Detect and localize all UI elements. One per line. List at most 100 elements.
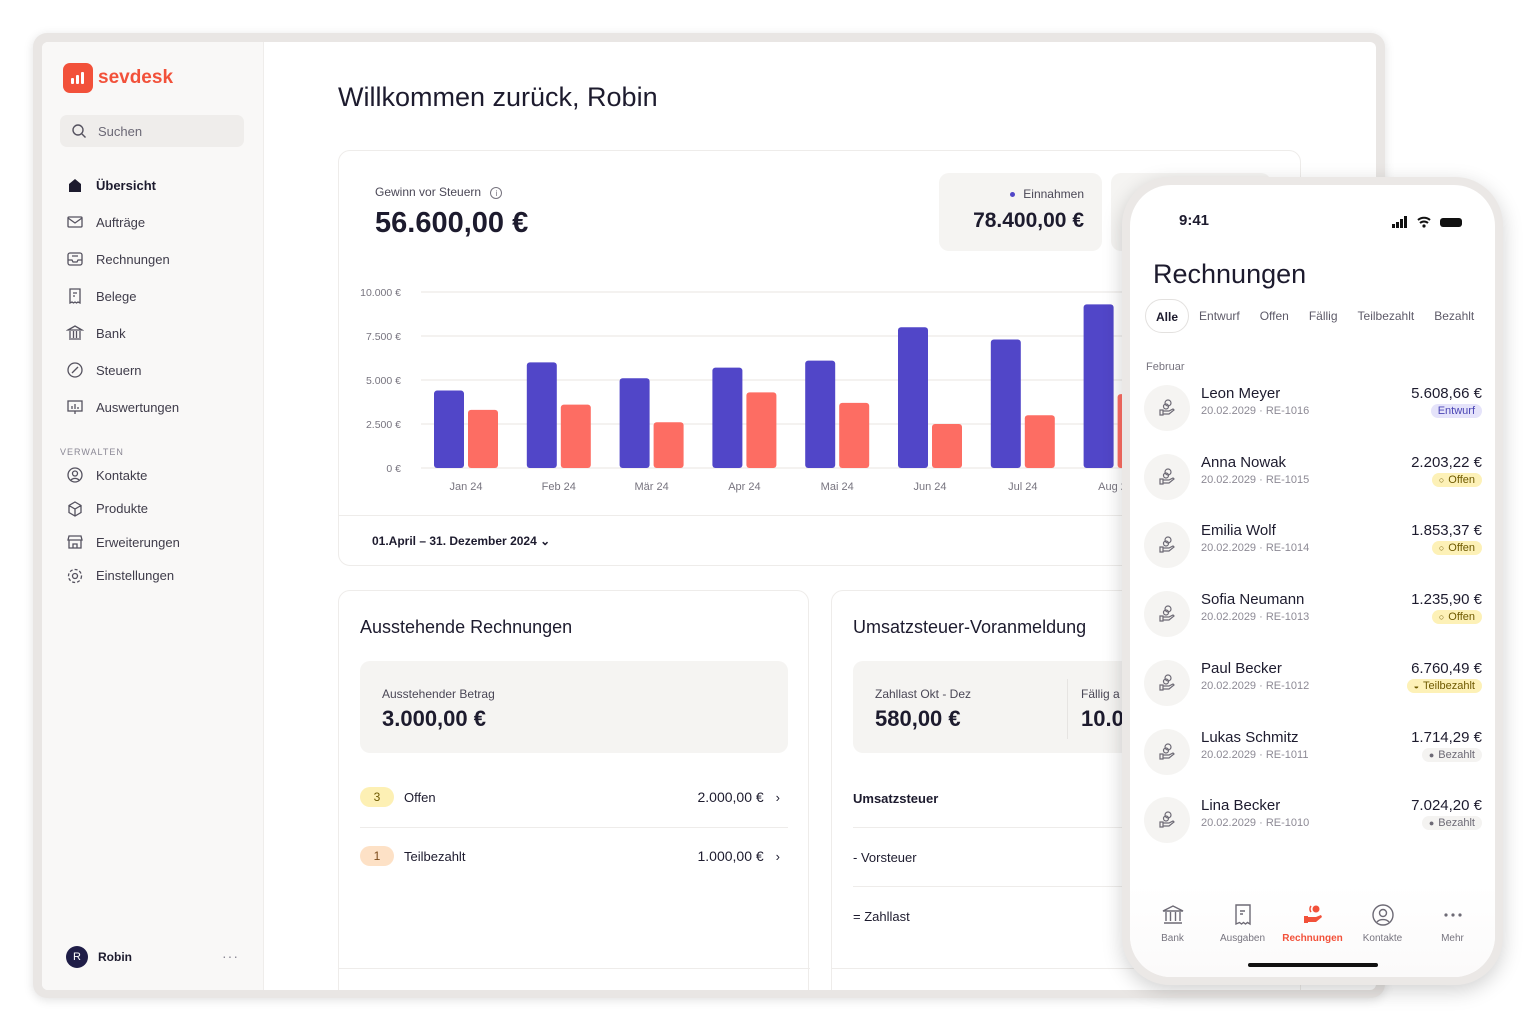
row-value: 1.000,00 € (697, 848, 764, 864)
inbox-icon (67, 252, 83, 266)
tab-teilbezahlt[interactable]: Teilbezahlt (1357, 309, 1415, 323)
user-name: Robin (98, 950, 132, 964)
phone-title: Rechnungen (1153, 259, 1307, 289)
bank-icon (1162, 905, 1183, 924)
bottom-nav-label: Rechnungen (1282, 933, 1343, 944)
phone-screen: 9:41 Rechnungen Alle Entwurf Offen Fällig Te… (1130, 185, 1495, 977)
invoice-amount: 5.608,66 € (1411, 385, 1482, 402)
sidebar-item-label: Rechnungen (96, 251, 170, 267)
bottom-nav-kontakte[interactable]: Kontakte (1346, 903, 1419, 944)
x-tick-label: Feb 24 (542, 481, 576, 493)
tab-fällig[interactable]: Fällig (1308, 309, 1338, 323)
profit-value: 56.600,00 € (375, 207, 529, 239)
sidebar-item-kontakte[interactable]: Kontakte (66, 463, 256, 487)
x-tick-label: Jan 24 (449, 481, 482, 493)
tab-bezahlt[interactable]: Bezahlt (1434, 309, 1475, 323)
customer-name: Leon Meyer (1201, 385, 1281, 402)
bottom-nav-label: Kontakte (1362, 933, 1403, 944)
chevron-down-icon: ⌄ (540, 534, 551, 548)
user-profile[interactable]: R Robin (66, 946, 246, 968)
divider (853, 827, 1281, 828)
invoice-hand-icon (1303, 905, 1322, 923)
invoice-list-item[interactable]: Emilia Wolf 20.02.2029 · RE-1014 1.853,37 … (1144, 520, 1482, 580)
x-tick-label: Mai 24 (821, 481, 854, 493)
sidebar-item-aufträge[interactable]: Aufträge (66, 210, 256, 234)
bottom-nav-ausgaben[interactable]: Ausgaben (1206, 903, 1279, 944)
invoice-meta: 20.02.2029 · RE-1010 (1201, 817, 1310, 830)
bar-einnahmen-jun-24 (898, 327, 928, 468)
invoice-avatar (1144, 728, 1190, 775)
status-dot-icon: ● (1428, 749, 1435, 760)
search-icon (72, 124, 86, 138)
bottom-nav-label: Bank (1161, 933, 1184, 944)
tab-alle[interactable]: Alle (1145, 299, 1190, 333)
sidebar-item-label: Aufträge (96, 214, 146, 230)
invoice-avatar (1144, 453, 1190, 500)
status-badge: ◒ Teilbezahlt (1406, 678, 1482, 693)
invoice-hand-icon (1159, 536, 1175, 553)
bar-ausgaben-mai-24 (839, 402, 870, 468)
divider (832, 968, 1302, 969)
x-tick-label: Mär 24 (634, 481, 668, 493)
sidebar-item-label: Bank (96, 325, 126, 341)
sidebar-item-label: Produkte (96, 501, 149, 516)
invoice-meta: 20.02.2029 · RE-1016 (1201, 405, 1310, 417)
bottom-nav-rechnungen[interactable]: Rechnungen (1276, 903, 1349, 944)
outstanding-card: Ausstehende Rechnungen Ausstehender Betr… (338, 590, 810, 990)
sidebar-item-erweiterungen[interactable]: Erweiterungen (66, 530, 256, 554)
more-icon[interactable]: ··· (222, 948, 239, 964)
info-icon[interactable]: i (490, 187, 503, 199)
search-input[interactable]: Suchen (60, 115, 244, 147)
sidebar: sevdesk Suchen Übersicht Aufträge Rechnung… (42, 42, 264, 990)
divider (339, 968, 810, 969)
bottom-nav-bank[interactable]: Bank (1136, 903, 1209, 944)
bar-ausgaben-jun-24 (932, 424, 962, 468)
bottom-nav-mehr[interactable]: Mehr (1416, 903, 1489, 944)
legend-dot (1010, 192, 1016, 198)
invoice-list-item[interactable]: Leon Meyer 20.02.2029 · RE-1016 5.608,66 €… (1144, 383, 1482, 443)
bar-einnahmen-aug-24 (1083, 304, 1114, 468)
invoice-hand-icon (1159, 605, 1175, 622)
home-indicator[interactable] (1248, 963, 1378, 967)
page-title: Willkommen zurück, Robin (338, 82, 658, 112)
bank-icon (66, 325, 84, 340)
status-badge: ○ Offen (1431, 610, 1482, 625)
chevron-right-icon: › (775, 848, 780, 864)
outstanding-kpi: Ausstehender Betrag 3.000,00 € (360, 661, 788, 753)
invoice-list-item[interactable]: Sofia Neumann 20.02.2029 · RE-1013 1.235,9… (1144, 589, 1482, 649)
outstanding-row-open[interactable]: 3 Offen 2.000,00 € › (360, 787, 780, 807)
row-value: 2.000,00 € (697, 789, 764, 805)
invoice-list-item[interactable]: Anna Nowak 20.02.2029 · RE-1015 2.203,22 €… (1144, 452, 1482, 512)
bar-ausgaben-jan-24 (468, 409, 498, 468)
invoice-list-item[interactable]: Paul Becker 20.02.2029 · RE-1012 6.760,49 … (1144, 658, 1482, 718)
sidebar-item-belege[interactable]: Belege (66, 284, 256, 308)
box-icon (68, 500, 82, 517)
divider (1067, 679, 1068, 739)
sidebar-item-übersicht[interactable]: Übersicht (66, 173, 256, 197)
bar-ausgaben-apr-24 (746, 392, 777, 468)
liability-value: 580,00 € (875, 706, 961, 731)
search-placeholder: Suchen (98, 124, 143, 139)
income-kpi[interactable]: Einnahmen 78.400,00 € (939, 173, 1102, 251)
sidebar-item-produkte[interactable]: Produkte (66, 497, 256, 521)
avatar: R (66, 946, 88, 968)
sidebar-item-rechnungen[interactable]: Rechnungen (66, 247, 256, 271)
sidebar-item-bank[interactable]: Bank (66, 321, 256, 345)
invoice-list-item[interactable]: Lina Becker 20.02.2029 · RE-1010 7.024,20 … (1144, 795, 1482, 855)
tab-offen[interactable]: Offen (1259, 309, 1289, 323)
bar-einnahmen-apr-24 (712, 367, 743, 468)
percent-icon (67, 362, 83, 378)
tab-entwurf[interactable]: Entwurf (1199, 309, 1240, 323)
sidebar-item-steuern[interactable]: Steuern (66, 358, 256, 382)
date-range-select[interactable]: 01.April – 31. Dezember 2024 ⌄ (372, 534, 551, 548)
sidebar-item-auswertungen[interactable]: Auswertungen (66, 395, 256, 419)
card-title: Umsatzsteuer-Voranmeldung (853, 617, 1087, 637)
bar-ausgaben-jul-24 (1024, 415, 1055, 468)
income-value: 78.400,00 € (973, 209, 1084, 232)
home-icon (69, 179, 81, 192)
sidebar-item-label: Auswertungen (96, 399, 180, 415)
sidebar-item-einstellungen[interactable]: Einstellungen (66, 564, 256, 588)
invoice-hand-icon (1159, 468, 1175, 485)
outstanding-row-partial[interactable]: 1 Teilbezahlt 1.000,00 € › (360, 846, 780, 866)
invoice-list-item[interactable]: Lukas Schmitz 20.02.2029 · RE-1011 1.714,2… (1144, 727, 1482, 787)
